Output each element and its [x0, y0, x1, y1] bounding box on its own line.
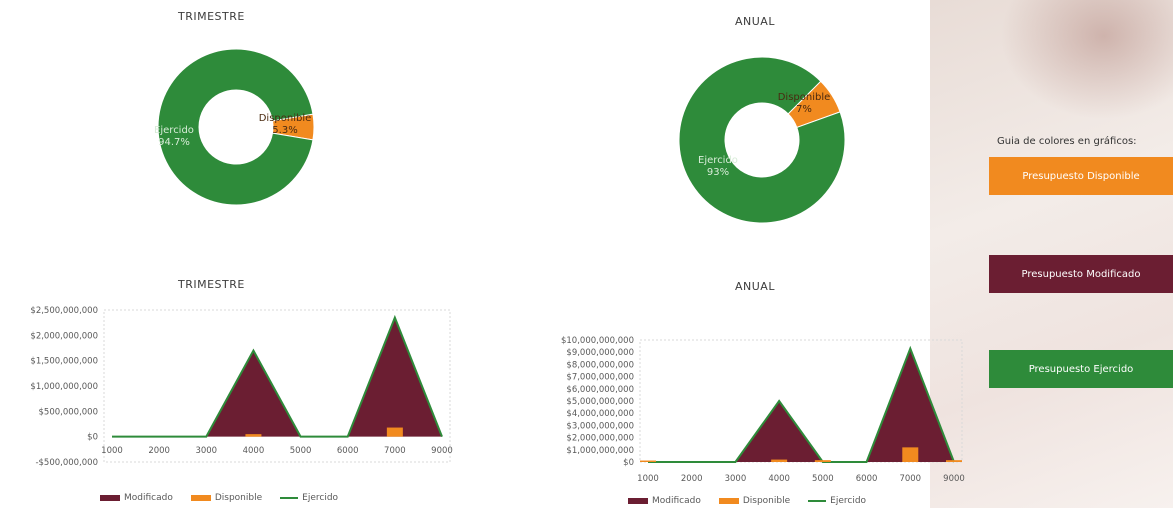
- x-tick-label: 5000: [290, 446, 312, 456]
- background-texture: [930, 0, 1173, 508]
- x-tick-label: 3000: [195, 446, 217, 456]
- y-tick-label: $4,000,000,000: [566, 409, 634, 419]
- guide-ejercido-label: Presupuesto Ejercido: [1028, 363, 1134, 375]
- doughnut-anual-title: ANUAL: [735, 15, 775, 28]
- y-tick-label: -$500,000,000: [35, 458, 98, 468]
- y-tick-label: $0: [87, 433, 98, 443]
- guide-ejercido-box: Presupuesto Ejercido: [989, 350, 1173, 388]
- x-tick-label: 2000: [681, 474, 703, 484]
- series-disponible-bar: [245, 434, 262, 437]
- background-brush-stroke: [1000, 0, 1173, 120]
- x-tick-label: 6000: [856, 474, 878, 484]
- legend-trimestre: Modificado Disponible Ejercido: [100, 493, 338, 503]
- legend-item-modificado: Modificado: [628, 496, 701, 506]
- x-tick-label: 1000: [101, 446, 123, 456]
- y-tick-label: $5,000,000,000: [566, 397, 634, 407]
- donut-label-disponible: Disponible: [778, 92, 831, 103]
- guide-disponible-box: Presupuesto Disponible: [989, 157, 1173, 195]
- y-tick-label: $1,000,000,000: [30, 382, 98, 392]
- series-disponible-bar: [386, 427, 403, 437]
- guide-modificado-label: Presupuesto Modificado: [1021, 268, 1141, 280]
- y-tick-label: $2,000,000,000: [566, 434, 634, 444]
- series-disponible-bar: [771, 459, 788, 462]
- plot-area: [103, 309, 451, 463]
- x-tick-label: 1000: [637, 474, 659, 484]
- series-ejercido-line: [648, 345, 955, 463]
- y-tick-label: $2,500,000,000: [30, 306, 98, 316]
- area-anual-title: ANUAL: [735, 280, 775, 293]
- donut-value-disponible: 5.3%: [272, 125, 297, 136]
- donut-value-ejercido: 94.7%: [158, 137, 190, 148]
- x-tick-label: 4000: [243, 446, 265, 456]
- y-tick-label: $6,000,000,000: [566, 385, 634, 395]
- donut-value-ejercido: 93%: [707, 167, 729, 178]
- y-tick-label: $500,000,000: [39, 407, 98, 417]
- color-guide-title: Guia de colores en gráficos:: [997, 136, 1137, 147]
- donut-slice-ejercido: [678, 56, 846, 224]
- x-tick-label: 7000: [384, 446, 406, 456]
- legend-item-modificado: Modificado: [100, 493, 173, 503]
- legend-anual: Modificado Disponible Ejercido: [628, 496, 866, 506]
- series-disponible-bar: [902, 447, 919, 462]
- series-modificado-area: [112, 317, 442, 437]
- y-tick-label: $1,500,000,000: [30, 357, 98, 367]
- x-tick-label: 6000: [337, 446, 359, 456]
- legend-item-ejercido: Ejercido: [808, 496, 866, 506]
- legend-item-disponible: Disponible: [190, 493, 262, 503]
- y-tick-label: $0: [623, 458, 634, 468]
- y-tick-label: $9,000,000,000: [566, 348, 634, 358]
- x-tick-label: 3000: [725, 474, 747, 484]
- donut-label-disponible: Disponible: [259, 113, 312, 124]
- series-modificado-area: [648, 348, 954, 462]
- y-tick-label: $8,000,000,000: [566, 360, 634, 370]
- y-tick-label: $1,000,000,000: [566, 446, 634, 456]
- x-tick-label: 2000: [148, 446, 170, 456]
- series-disponible-bar: [640, 460, 656, 462]
- series-disponible-bar: [814, 460, 831, 462]
- x-tick-label: 9000: [943, 474, 965, 484]
- y-tick-label: $3,000,000,000: [566, 421, 634, 431]
- area-trimestre-title: TRIMESTRE: [178, 278, 245, 291]
- series-ejercido-line: [112, 314, 443, 438]
- x-tick-label: 4000: [768, 474, 790, 484]
- doughnut-trimestre-title: TRIMESTRE: [178, 10, 245, 23]
- y-tick-label: $2,000,000,000: [30, 331, 98, 341]
- legend-item-ejercido: Ejercido: [280, 493, 338, 503]
- series-disponible-bar: [946, 460, 962, 462]
- x-tick-label: 5000: [812, 474, 834, 484]
- x-tick-label: 9000: [431, 446, 453, 456]
- donut-label-ejercido: Ejercido: [154, 125, 194, 136]
- guide-disponible-label: Presupuesto Disponible: [1022, 170, 1140, 182]
- donut-slice-ejercido: [157, 48, 314, 206]
- donut-label-ejercido: Ejercido: [698, 155, 738, 166]
- guide-modificado-box: Presupuesto Modificado: [989, 255, 1173, 293]
- legend-item-disponible: Disponible: [718, 496, 790, 506]
- x-tick-label: 7000: [899, 474, 921, 484]
- donut-value-disponible: 7%: [796, 104, 812, 115]
- y-tick-label: $10,000,000,000: [561, 336, 634, 346]
- y-tick-label: $7,000,000,000: [566, 373, 634, 383]
